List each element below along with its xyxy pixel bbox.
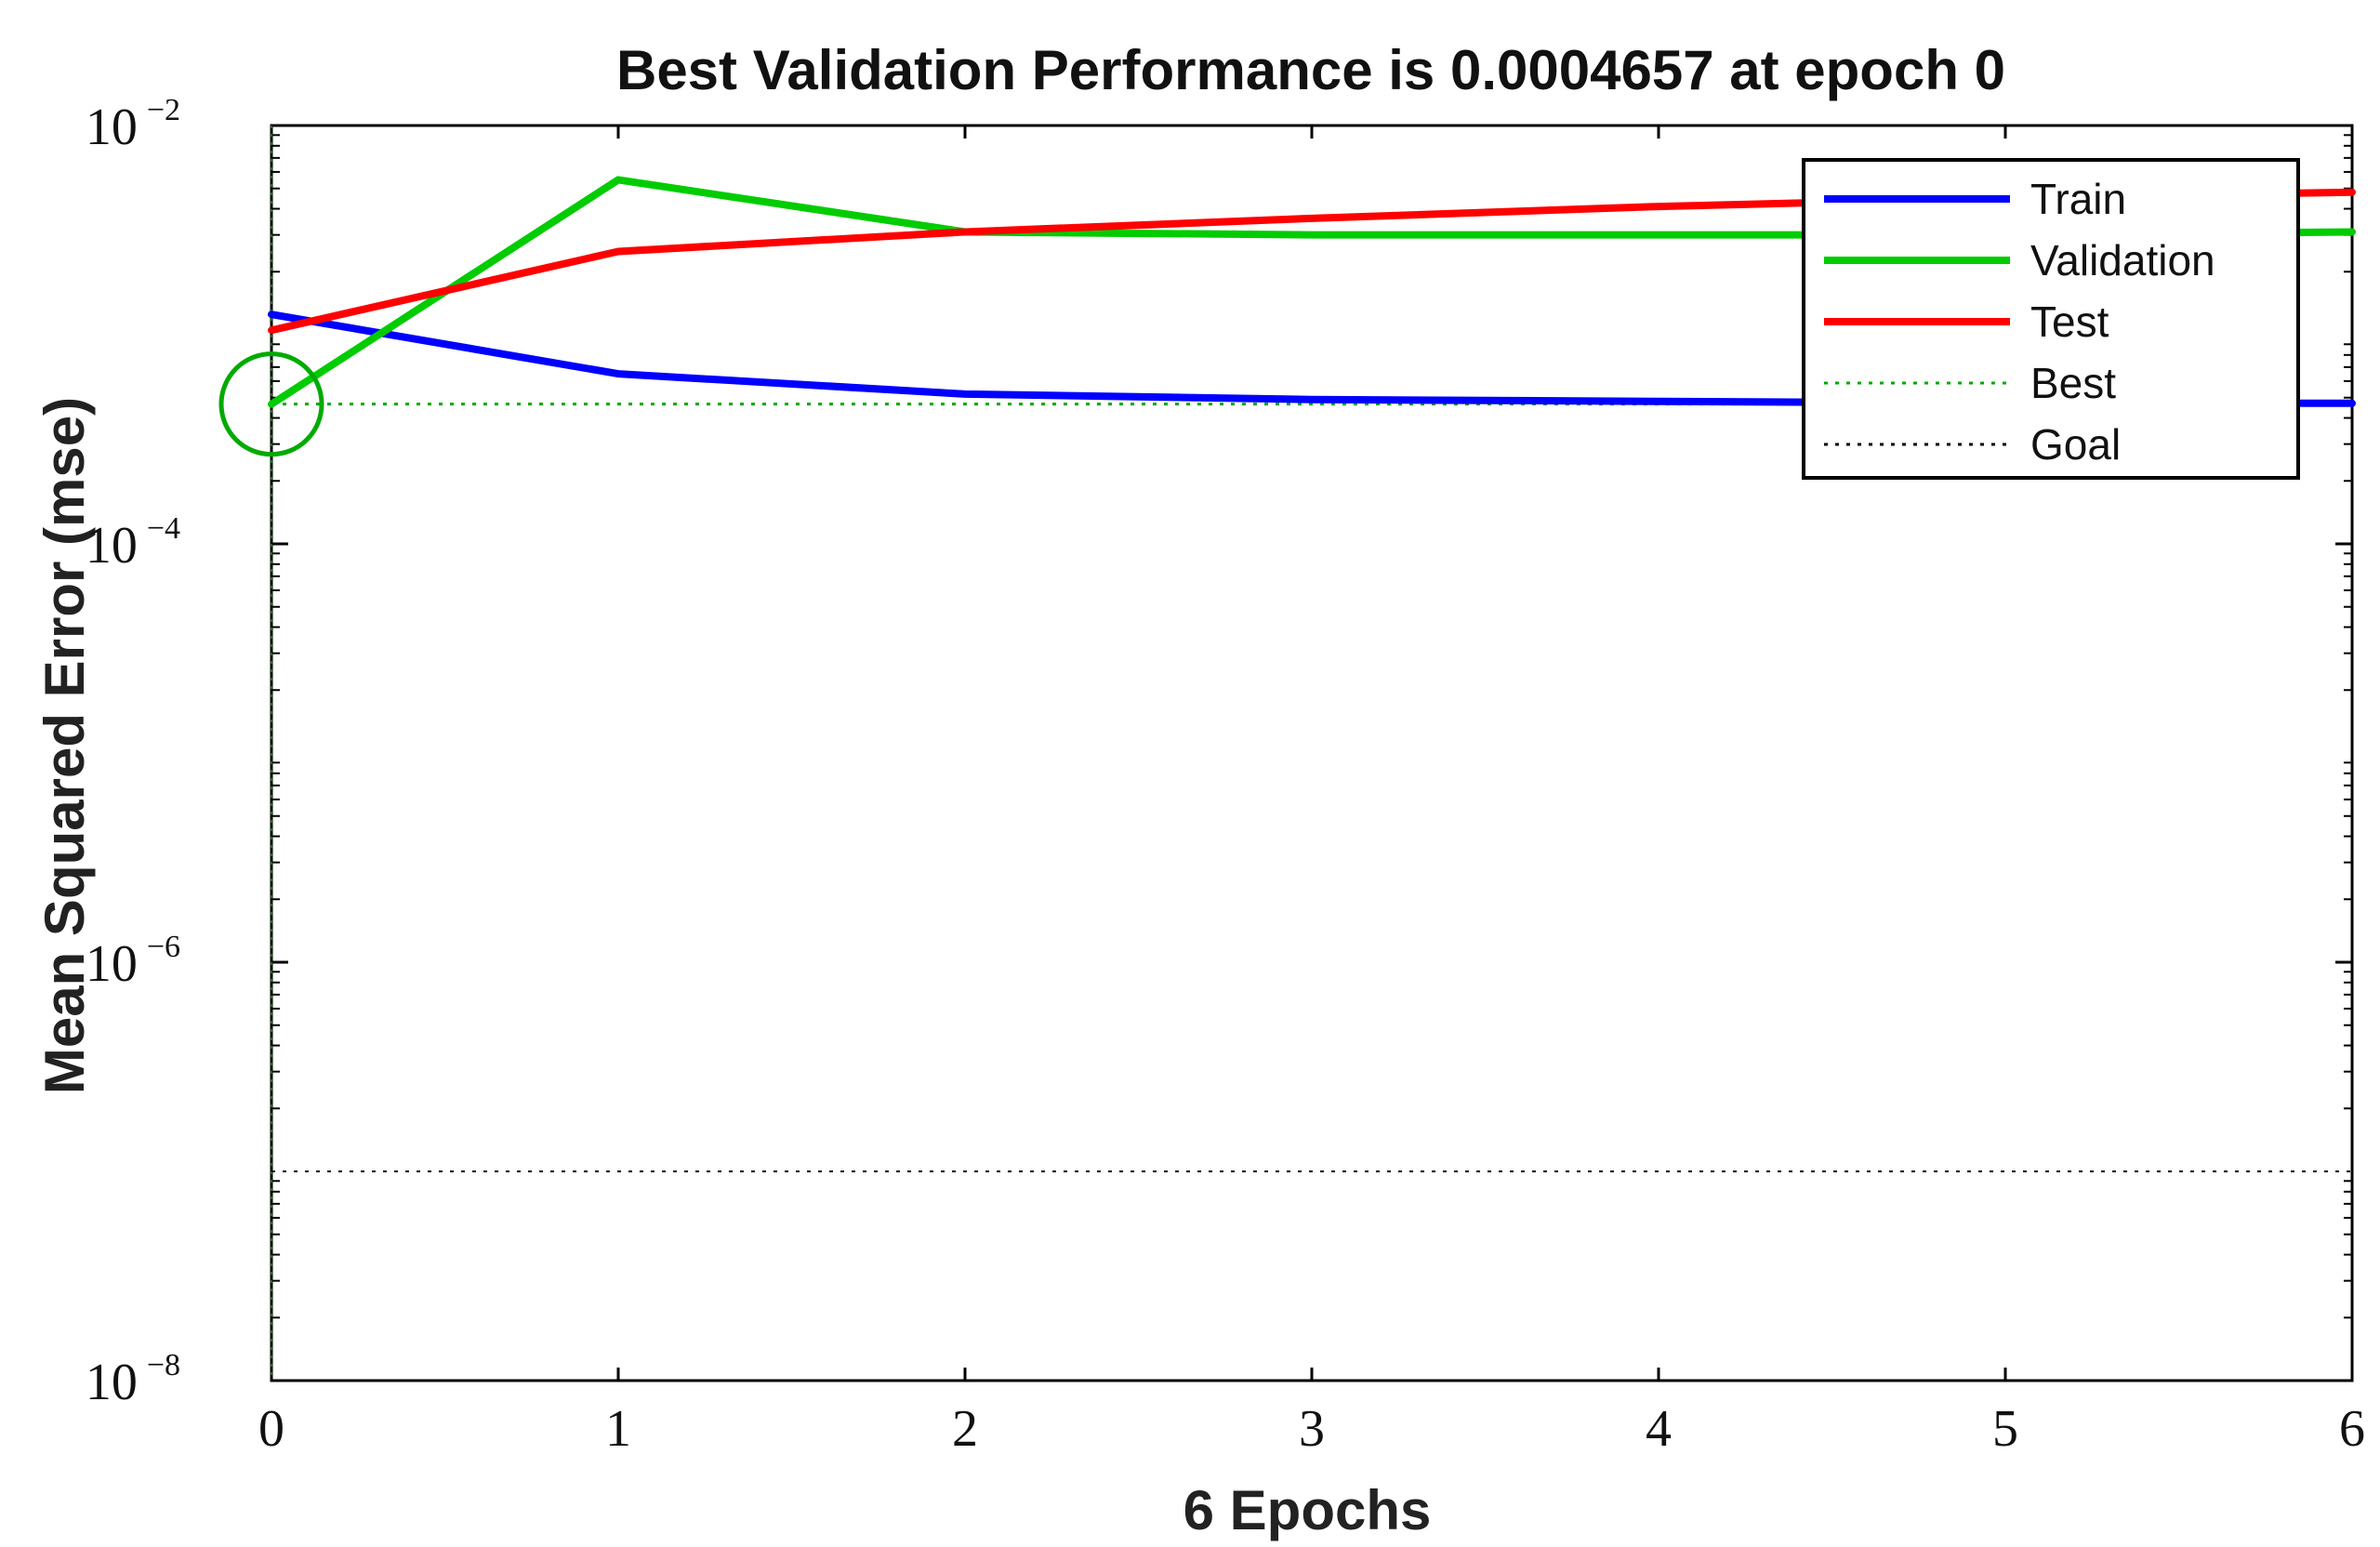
- legend-label-best: Best: [2030, 359, 2116, 407]
- data-point-validation: [271, 403, 272, 405]
- y-tick-label: 10 −8: [86, 1348, 180, 1411]
- legend-label-test: Test: [2030, 298, 2109, 346]
- legend-label-train: Train: [2030, 175, 2126, 223]
- y-tick-label: 10 −2: [86, 93, 180, 156]
- x-tick-label: 0: [258, 1400, 284, 1458]
- data-point-validation: [617, 178, 619, 180]
- y-tick-exponent: −8: [147, 1348, 180, 1382]
- y-tick-exponent: −2: [147, 93, 180, 127]
- y-axis-label: Mean Squared Error (mse): [33, 397, 96, 1094]
- x-tick-label: 5: [1992, 1400, 2018, 1458]
- data-point-validation: [2351, 231, 2353, 232]
- x-tick-label: 1: [605, 1400, 631, 1458]
- data-point-validation: [1311, 234, 1313, 236]
- x-axis-label: 6 Epochs: [1183, 1479, 1432, 1541]
- data-point-test: [617, 250, 619, 252]
- x-tick-label: 6: [2339, 1400, 2365, 1458]
- y-tick-label: 10 −4: [86, 511, 180, 575]
- legend: Train Validation Test Best Goal: [1802, 158, 2300, 480]
- x-tick-label: 3: [1299, 1400, 1325, 1458]
- data-point-train: [964, 393, 966, 395]
- x-tick-label: 4: [1646, 1400, 1672, 1458]
- data-point-train: [617, 373, 619, 375]
- best-marker-circle: [218, 351, 324, 457]
- y-tick-exponent: −4: [147, 511, 180, 546]
- chart-title: Best Validation Performance is 0.0004657…: [616, 39, 2005, 101]
- data-point-train: [271, 313, 272, 315]
- data-point-train: [1311, 399, 1313, 401]
- legend-label-goal: Goal: [2030, 420, 2121, 469]
- x-tick-label: 2: [952, 1400, 978, 1458]
- y-tick-exponent: −6: [147, 930, 180, 964]
- y-tick-label: 10 −6: [86, 930, 180, 993]
- legend-label-validation: Validation: [2030, 236, 2215, 284]
- data-point-test: [271, 329, 272, 331]
- data-point-test: [964, 231, 966, 232]
